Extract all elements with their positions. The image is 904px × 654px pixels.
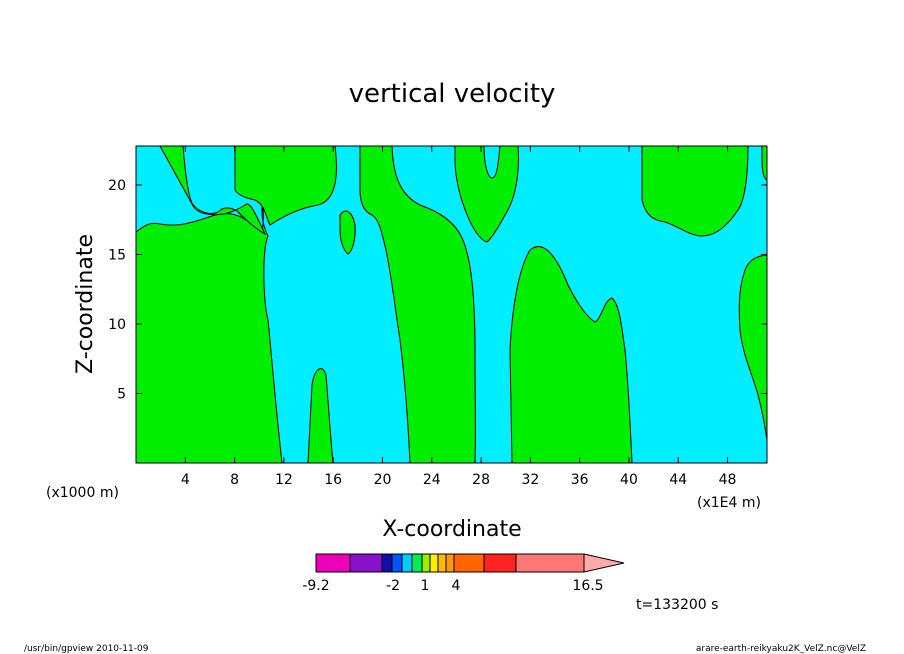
colorbar-labels: -9.2 -2 1 4 16.5 <box>302 578 603 594</box>
contour-plot <box>135 145 768 464</box>
time-label: t=133200 s <box>636 597 718 613</box>
colorbar <box>315 553 625 573</box>
chart-title: vertical velocity <box>349 79 556 109</box>
x-axis-ticks: 4 8 12 16 20 24 28 32 36 40 44 48 <box>181 146 737 488</box>
x-tick-label: 16 <box>324 472 342 488</box>
x-tick-label: 20 <box>374 472 392 488</box>
colorbar-swatch <box>381 553 393 573</box>
region-small-hump <box>339 210 356 255</box>
region-left <box>135 199 283 464</box>
colorbar-swatch <box>349 553 383 573</box>
x-tick-label: 48 <box>719 472 737 488</box>
colorbar-label: 1 <box>421 578 430 594</box>
region-top-mid <box>234 145 337 226</box>
colorbar-swatch <box>445 553 455 573</box>
colorbar-extend-arrow <box>583 553 625 573</box>
x-tick-label: 40 <box>620 472 638 488</box>
colorbar-swatch <box>483 553 517 573</box>
region-top-left <box>159 145 267 236</box>
x-unit-label-right: (x1E4 m) <box>697 495 761 511</box>
x-tick-label: 8 <box>230 472 239 488</box>
colorbar-swatch <box>411 553 423 573</box>
y-tick-label: 10 <box>108 317 126 333</box>
plot-frame <box>135 145 768 464</box>
footer-right: arare-earth-reikyaku2K_VelZ.nc@VelZ <box>696 644 866 654</box>
x-tick-label: 44 <box>669 472 687 488</box>
colorbar-swatch <box>453 553 485 573</box>
colorbar-swatch <box>391 553 403 573</box>
x-tick-label: 4 <box>181 472 190 488</box>
x-tick-label: 36 <box>571 472 589 488</box>
x-tick-label: 24 <box>423 472 441 488</box>
positive-regions <box>135 145 768 464</box>
colorbar-swatch <box>401 553 413 573</box>
region-top-right <box>641 145 749 237</box>
x-axis-label: X-coordinate <box>382 517 521 542</box>
x-tick-label: 12 <box>275 472 293 488</box>
colorbar-swatch <box>315 553 351 573</box>
region-upper-right-center <box>454 145 519 243</box>
region-right-center <box>509 246 633 464</box>
region-narrow <box>307 367 334 464</box>
x-unit-label: (x1000 m) <box>46 485 119 501</box>
x-tick-label: 32 <box>521 472 539 488</box>
colorbar-swatch <box>515 553 585 573</box>
x-tick-label: 28 <box>472 472 490 488</box>
colorbar-swatch <box>429 553 439 573</box>
region-far-right <box>738 254 768 441</box>
colorbar-label: -9.2 <box>302 578 329 594</box>
colorbar-swatch <box>421 553 431 573</box>
y-tick-label: 20 <box>108 178 126 194</box>
colorbar-swatch <box>437 553 447 573</box>
y-axis-ticks: 5 10 15 20 <box>108 178 767 402</box>
y-tick-label: 5 <box>117 386 126 402</box>
y-tick-label: 15 <box>108 247 126 263</box>
colorbar-label: 16.5 <box>572 578 603 594</box>
y-axis-label: Z-coordinate <box>73 234 98 374</box>
colorbar-label: -2 <box>386 578 400 594</box>
footer-left: /usr/bin/gpview 2010-11-09 <box>24 644 149 654</box>
colorbar-label: 4 <box>452 578 461 594</box>
